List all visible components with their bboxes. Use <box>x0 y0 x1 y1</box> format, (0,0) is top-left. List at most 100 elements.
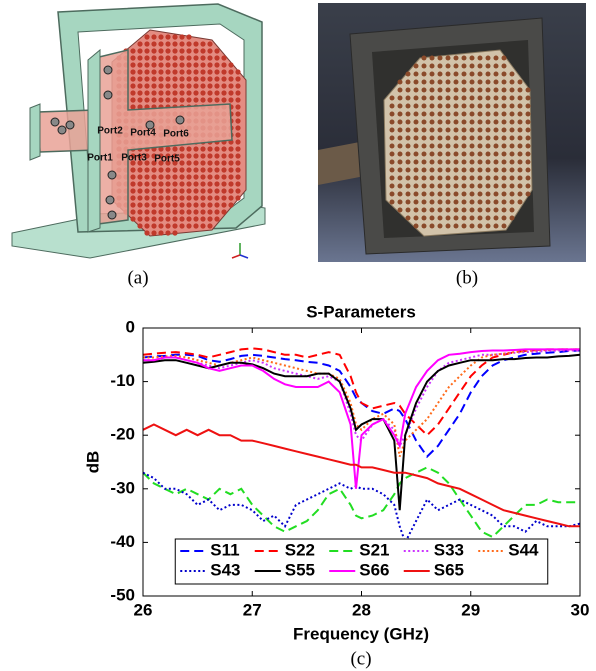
element-dot <box>165 146 171 152</box>
element-dot <box>207 146 213 152</box>
element-dot <box>469 199 475 205</box>
element-dot <box>525 183 531 189</box>
element-dot <box>179 90 185 96</box>
element-dot <box>485 199 491 205</box>
element-dot <box>172 216 178 222</box>
element-dot <box>421 63 427 69</box>
element-dot <box>405 111 411 117</box>
element-dot <box>200 83 206 89</box>
element-dot <box>525 95 531 101</box>
element-dot <box>200 41 206 47</box>
element-dot <box>453 87 459 93</box>
element-dot <box>172 146 178 152</box>
element-dot <box>186 174 192 180</box>
element-dot <box>130 160 136 166</box>
element-dot <box>405 207 411 213</box>
element-dot <box>389 167 395 173</box>
connector <box>107 210 117 220</box>
element-dot <box>525 127 531 133</box>
element-dot <box>221 62 227 68</box>
element-dot <box>200 90 206 96</box>
element-dot <box>179 83 185 89</box>
element-dot <box>477 87 483 93</box>
element-dot <box>228 167 234 173</box>
element-dot <box>172 55 178 61</box>
element-dot <box>158 62 164 68</box>
element-dot <box>525 159 531 165</box>
element-dot <box>509 175 515 181</box>
series-line <box>142 423 580 528</box>
element-dot <box>207 209 213 215</box>
element-dot <box>158 41 164 47</box>
element-dot <box>413 127 419 133</box>
element-dot <box>214 209 220 215</box>
element-dot <box>493 127 499 133</box>
element-dot <box>214 48 220 54</box>
element-dot <box>165 160 171 166</box>
element-dot <box>165 90 171 96</box>
element-dot <box>469 103 475 109</box>
element-dot <box>186 216 192 222</box>
element-dot <box>453 63 459 69</box>
element-dot <box>193 202 199 208</box>
element-dot <box>509 191 515 197</box>
element-dot <box>200 153 206 159</box>
element-dot <box>235 174 241 180</box>
element-dot <box>186 41 192 47</box>
element-dot <box>525 175 531 181</box>
element-dot <box>429 119 435 125</box>
element-dot <box>235 167 241 173</box>
element-dot <box>397 175 403 181</box>
x-tick-label: 30 <box>571 600 590 619</box>
element-dot <box>453 159 459 165</box>
series-line <box>142 466 580 539</box>
element-dot <box>207 181 213 187</box>
element-dot <box>501 223 507 229</box>
element-dot <box>461 159 467 165</box>
element-dot <box>493 223 499 229</box>
element-dot <box>151 76 157 82</box>
element-dot <box>165 153 171 159</box>
element-dot <box>165 34 171 40</box>
element-dot <box>509 119 515 125</box>
element-dot <box>172 188 178 194</box>
element-dot <box>144 62 150 68</box>
element-dot <box>405 135 411 141</box>
element-dot <box>207 83 213 89</box>
element-dot <box>469 191 475 197</box>
element-dot <box>144 223 150 229</box>
panel-caption: (b) <box>456 267 478 288</box>
element-dot <box>461 183 467 189</box>
element-dot <box>214 202 220 208</box>
element-dot <box>493 71 499 77</box>
element-dot <box>413 199 419 205</box>
element-dot <box>445 223 451 229</box>
element-dot <box>130 55 136 61</box>
element-dot <box>165 83 171 89</box>
series-line <box>143 349 580 449</box>
element-dot <box>517 167 523 173</box>
element-dot <box>179 34 185 40</box>
element-dot <box>461 55 467 61</box>
element-dot <box>214 55 220 61</box>
y-tick-label: -10 <box>110 371 135 390</box>
element-dot <box>437 135 443 141</box>
element-dot <box>421 151 427 157</box>
element-dot <box>207 48 213 54</box>
element-dot <box>186 62 192 68</box>
element-dot <box>501 119 507 125</box>
element-dot <box>397 79 403 85</box>
element-dot <box>235 125 241 131</box>
element-dot <box>429 215 435 221</box>
element-dot <box>525 143 531 149</box>
port-label: Port4 <box>130 128 156 139</box>
element-dot <box>193 55 199 61</box>
element-dot <box>214 216 220 222</box>
element-dot <box>421 119 427 125</box>
element-dot <box>477 135 483 141</box>
element-dot <box>509 103 515 109</box>
element-dot <box>517 111 523 117</box>
element-dot <box>172 209 178 215</box>
element-dot <box>421 103 427 109</box>
element-dot <box>437 199 443 205</box>
